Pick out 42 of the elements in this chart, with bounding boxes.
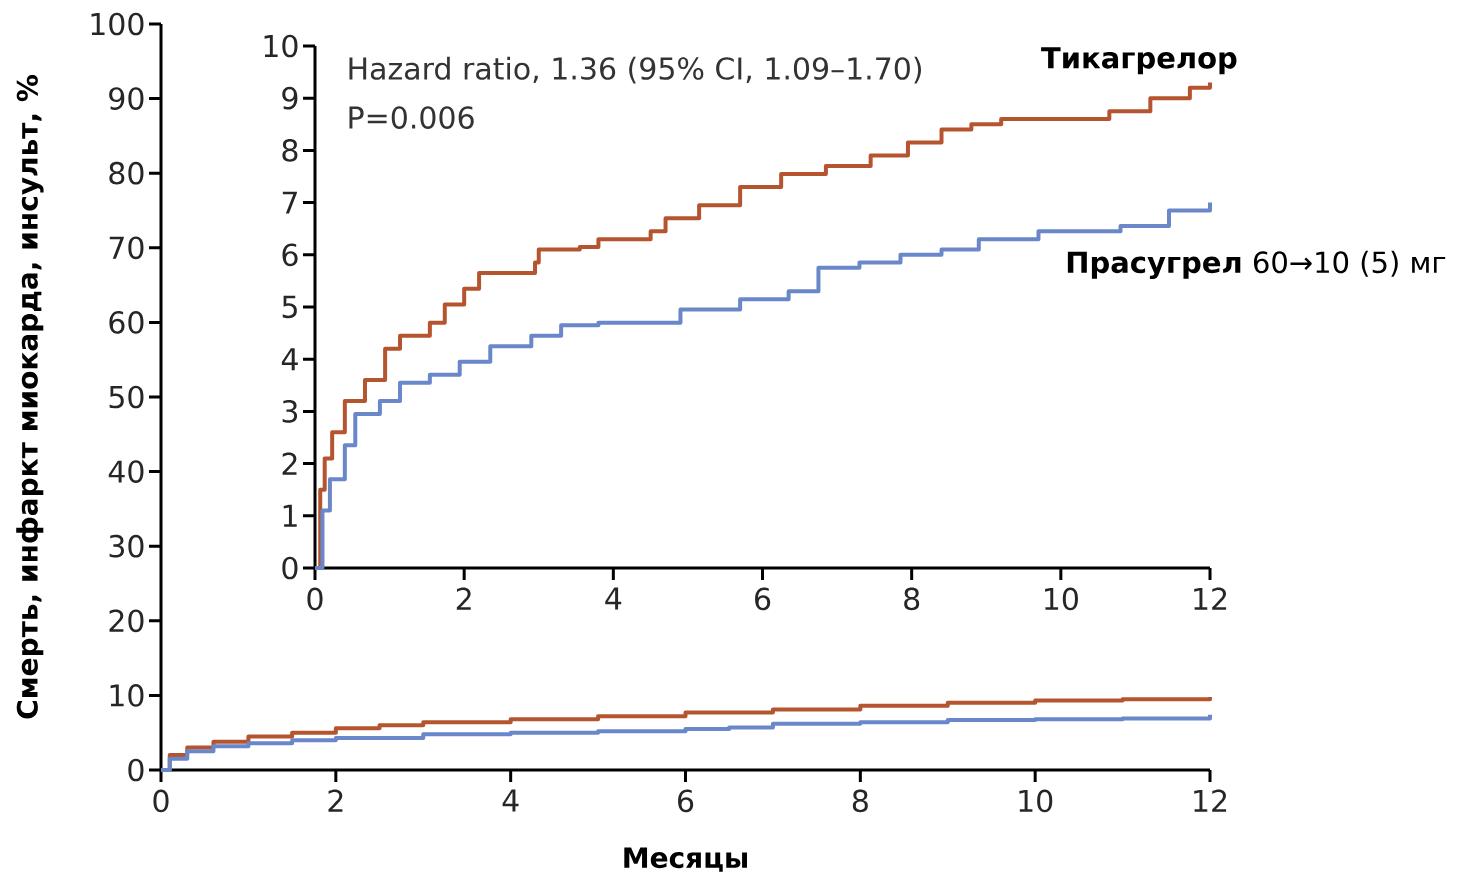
x-tick-label: 6 xyxy=(678,789,694,813)
y-tick-label: 80 xyxy=(109,161,144,185)
y-tick-label: 70 xyxy=(109,236,144,260)
x-tick-label: 12 xyxy=(1194,587,1227,610)
y-tick-label: 0 xyxy=(282,556,298,580)
x-tick-label: 10 xyxy=(1019,789,1053,813)
y-tick-label: 6 xyxy=(282,243,298,267)
x-tick-label: 0 xyxy=(153,789,169,813)
y-tick-label: 0 xyxy=(128,758,144,782)
y-axis-title: Смерть, инфаркт миокарда, инсульт, % xyxy=(16,74,44,719)
x-tick-label: 8 xyxy=(904,587,920,611)
y-tick-label: 7 xyxy=(282,191,297,214)
x-tick-label: 8 xyxy=(852,789,868,813)
x-tick-label: 12 xyxy=(1194,789,1227,812)
y-tick-label: 10 xyxy=(264,34,298,58)
series-label: Прасугрел 60→10 (5) мг xyxy=(1067,250,1446,280)
x-axis-title: Месяцы xyxy=(624,847,747,872)
y-tick-label: 90 xyxy=(109,87,144,110)
x-tick-label: 4 xyxy=(502,789,519,812)
x-tick-label: 2 xyxy=(456,587,471,610)
y-tick-label: 4 xyxy=(281,348,298,371)
y-tick-label: 30 xyxy=(109,534,144,558)
y-tick-label: 60 xyxy=(109,311,144,334)
y-tick-label: 8 xyxy=(282,139,298,162)
y-tick-label: 9 xyxy=(282,86,298,110)
y-tick-label: 5 xyxy=(282,295,297,319)
y-tick-label: 50 xyxy=(109,385,144,409)
y-tick-label: 10 xyxy=(110,684,144,707)
x-tick-label: 2 xyxy=(328,789,343,812)
series-label: Тикагрелор xyxy=(1041,47,1237,75)
y-tick-label: 2 xyxy=(282,452,297,475)
x-tick-label: 6 xyxy=(755,587,771,611)
y-tick-label: 3 xyxy=(282,400,298,423)
x-tick-label: 4 xyxy=(605,587,622,610)
y-tick-label: 40 xyxy=(108,460,144,483)
annotation: P=0.006 xyxy=(349,106,474,129)
x-tick-label: 0 xyxy=(307,587,323,611)
y-tick-label: 1 xyxy=(283,504,297,527)
y-tick-label: 20 xyxy=(109,609,144,633)
annotation: Hazard ratio, 1.36 (95% CI, 1.09–1.70) xyxy=(349,56,922,84)
x-tick-label: 10 xyxy=(1045,587,1078,611)
y-tick-label: 100 xyxy=(91,12,144,36)
